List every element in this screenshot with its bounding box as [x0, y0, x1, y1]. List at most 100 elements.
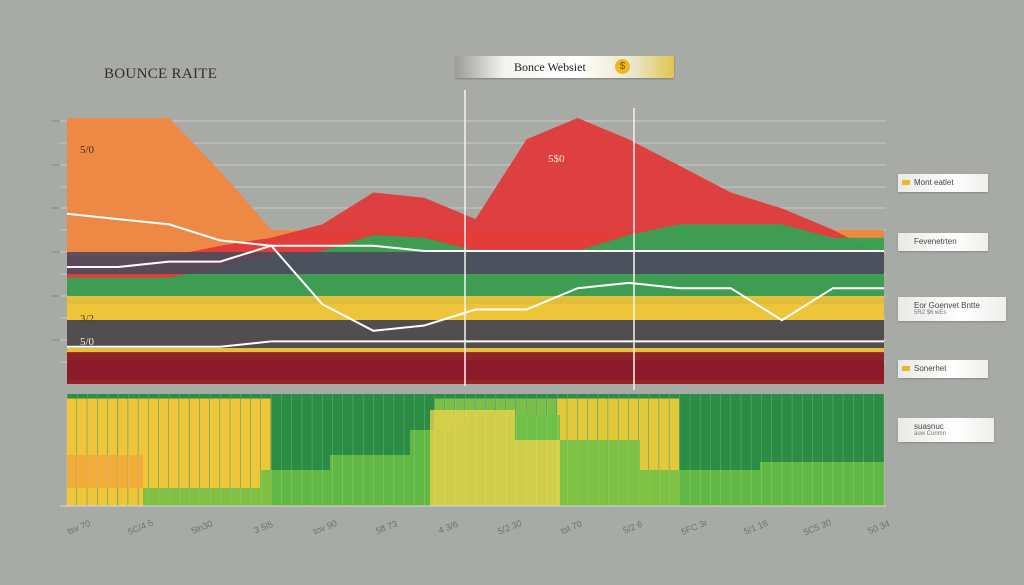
x-tick-label-13: 5C5 30	[802, 517, 833, 537]
bar-79	[863, 398, 874, 506]
bar-5	[107, 398, 118, 506]
bar-2	[77, 398, 87, 506]
bar-57	[638, 398, 649, 506]
bar-73	[802, 398, 812, 506]
bar-12	[179, 398, 189, 506]
legend-swatch-4	[902, 366, 910, 371]
series-line-line-b	[67, 244, 884, 332]
bar-80	[873, 398, 884, 506]
bar-32	[383, 398, 394, 506]
bar-74	[812, 398, 823, 506]
bar-24	[301, 398, 312, 506]
bar-9	[148, 398, 159, 506]
x-tick-label-14: 50 34	[867, 518, 892, 536]
bar-29	[352, 398, 363, 506]
bar-1	[67, 398, 77, 506]
header-pill-label: Bonce Websiet	[514, 60, 586, 74]
bar-61	[679, 398, 690, 506]
legend-item-5: suasnuc auw Cunmn	[898, 418, 994, 442]
x-tick-label-6: 5ff 73	[374, 518, 398, 536]
bar-16	[220, 398, 230, 506]
bar-4	[97, 398, 108, 506]
bar-77	[843, 398, 853, 506]
bar-17	[230, 398, 240, 506]
legend-label-3: Eor Goenvet Bntte	[914, 301, 980, 310]
bar-71	[781, 398, 792, 506]
legend-label-1: Mont eatlet	[914, 178, 954, 187]
stripe-slate	[67, 252, 884, 274]
x-tick-label-12: 5/1 18	[742, 518, 769, 537]
annotation-1: 5/0	[80, 144, 95, 156]
bar-78	[853, 398, 863, 506]
bar-21	[271, 398, 281, 506]
x-tick-label-5: tov 90	[312, 518, 338, 536]
bar-66	[730, 398, 741, 506]
bar-10	[158, 398, 169, 506]
legend-sublabel-3: 5R2 $6 wEs	[914, 310, 947, 316]
legend-sublabel-5: auw Cunmn	[914, 431, 947, 437]
legend-item-1: Mont eatlet	[898, 174, 988, 192]
bar-22	[281, 398, 292, 506]
bar-20	[261, 398, 271, 506]
bar-72	[792, 398, 802, 506]
bar-8	[138, 398, 149, 506]
coin-icon: $	[615, 59, 630, 74]
bar-14	[199, 398, 210, 506]
bar-28	[342, 398, 353, 506]
bar-34	[404, 398, 414, 506]
chart-title: BOUNCE RAITE	[104, 66, 218, 82]
legend-item-3: Eor Goenvet Bntte 5R2 $6 wEs	[898, 297, 1006, 321]
bar-62	[690, 398, 700, 506]
legend-swatch-1	[902, 180, 910, 185]
bar-15	[210, 398, 220, 506]
bar-3	[87, 398, 97, 506]
bar-59	[659, 398, 669, 506]
x-tick-label-3: 5ln30	[190, 518, 214, 536]
x-tick-label-7: 4 3/6	[437, 519, 459, 536]
bar-69	[761, 398, 772, 506]
series-line-line-c	[67, 340, 884, 348]
bar-67	[741, 398, 751, 506]
bar-overlay-orange	[67, 455, 143, 506]
bar-70	[771, 398, 782, 506]
bar-64	[710, 398, 720, 506]
legend-label-4: Sonerhet	[914, 364, 947, 373]
x-tick-label-8: 5/2 30	[496, 518, 523, 537]
bar-26	[322, 398, 332, 506]
legend-item-4: Sonerhet	[898, 360, 988, 378]
x-tick-label-11: 5FC 3r	[680, 517, 709, 537]
annotation-3: 3/2	[80, 313, 94, 325]
series-line-line-a	[66, 212, 884, 252]
bar-60	[669, 398, 680, 506]
legend-label-5: suasnuc	[914, 422, 944, 431]
bar-overlay-yellow	[430, 410, 560, 506]
bar-27	[332, 398, 343, 506]
x-tick-label-10: 5/2 6	[622, 519, 644, 536]
bar-25	[312, 398, 322, 506]
legend-label-2: Fevenetrten	[914, 237, 957, 246]
header-pill: Bonce Websiet $	[456, 56, 674, 78]
x-tick-label-2: 5C/4 5	[126, 518, 154, 537]
x-tick-label-9: tst 70	[559, 518, 583, 536]
bar-65	[720, 398, 731, 506]
bar-11	[169, 398, 179, 506]
bar-7	[128, 398, 138, 506]
bar-23	[291, 398, 302, 506]
bar-13	[189, 398, 200, 506]
bar-18	[240, 398, 251, 506]
bar-63	[700, 398, 710, 506]
bar-31	[373, 398, 383, 506]
bar-6	[118, 398, 128, 506]
bar-75	[822, 398, 833, 506]
x-tick-label-1: tsv 70	[66, 518, 92, 536]
stripe-dark	[67, 320, 884, 348]
annotation-4: 5/0	[80, 336, 95, 348]
legend-item-2: Fevenetrten	[898, 233, 988, 251]
stripe-dark-red	[67, 360, 884, 380]
bar-76	[832, 398, 843, 506]
x-tick-label-4: 3 5l5	[253, 519, 275, 536]
bar-33	[393, 398, 404, 506]
annotation-2: 5$0	[548, 153, 565, 165]
bar-68	[751, 398, 761, 506]
